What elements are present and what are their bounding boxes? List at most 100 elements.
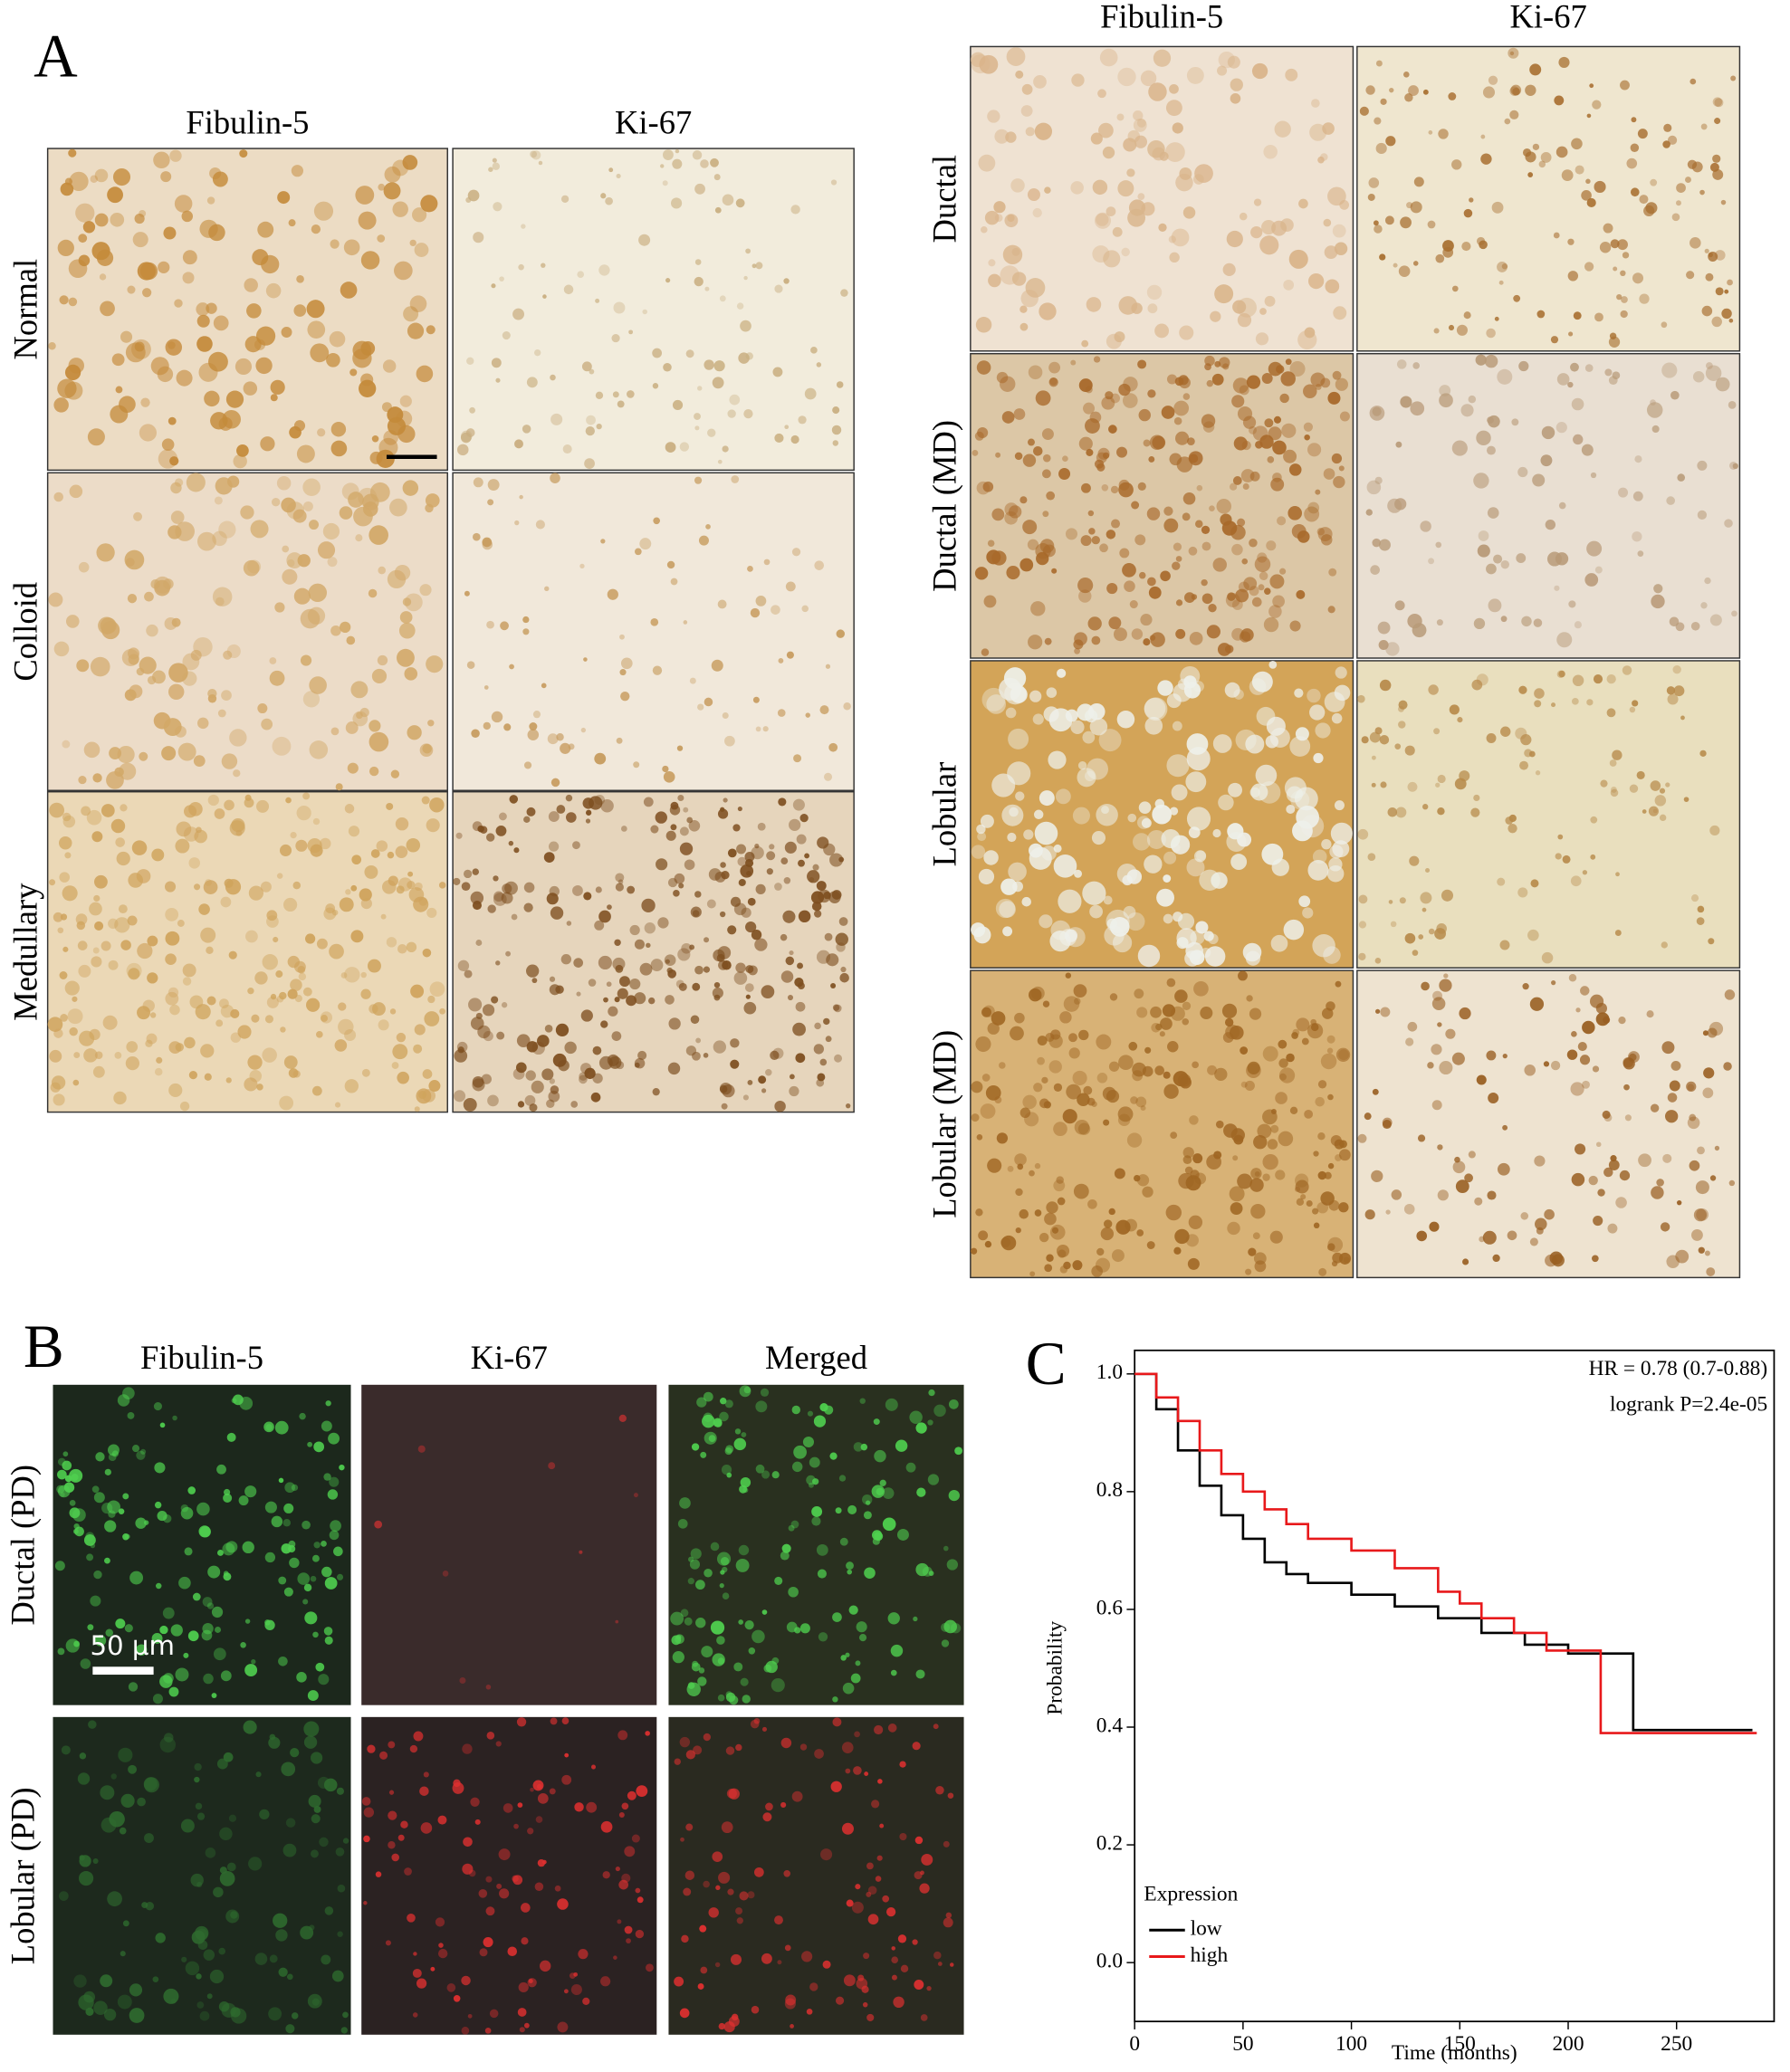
cell [1251,597,1262,607]
cell [1541,425,1555,440]
cell [115,1618,126,1629]
cell [863,1953,870,1960]
cell [1497,1162,1510,1176]
cell [582,797,595,809]
cell [1048,750,1067,769]
cell [251,1659,256,1665]
cell [512,1875,523,1886]
cell [1324,245,1338,260]
cell [825,664,831,669]
cell [78,561,90,573]
cell [85,1532,95,1542]
cell [1249,1007,1262,1020]
cell [1373,220,1379,226]
cell [1137,944,1161,968]
cell [206,196,215,205]
cell [712,1851,723,1863]
cell [841,1742,854,1753]
cell [729,394,741,406]
cell [276,873,283,879]
cell [454,1049,468,1063]
cell [1331,453,1343,464]
cell [1074,1119,1090,1135]
cell [1379,679,1392,692]
cell [703,966,711,973]
cell [127,1411,135,1419]
cell [1147,389,1156,398]
cell [1516,553,1527,563]
cell [1072,1260,1083,1271]
cell [57,1469,67,1480]
cell [747,1080,753,1085]
cell [1699,189,1705,196]
cell [750,607,761,618]
cell [761,1609,768,1615]
cell [337,1931,343,1937]
cell [1262,1153,1278,1170]
cell [283,897,298,912]
cell [1255,764,1278,787]
cell [1103,1219,1113,1228]
cell [730,1059,740,1069]
micrograph [452,148,855,472]
cell [1192,1061,1199,1069]
cell [428,1080,441,1093]
cell [339,897,354,912]
cell [766,868,773,875]
cell [271,1515,283,1528]
cell [128,1764,138,1774]
cell [437,1815,447,1825]
cell [662,180,668,186]
cell [1086,1097,1096,1106]
cell [748,1647,756,1655]
cell [1566,1049,1578,1060]
cell [335,783,343,791]
cell [1008,728,1029,750]
cell [396,410,413,427]
cell [1211,373,1224,386]
cell [832,440,839,446]
cell [244,794,252,801]
cell [427,995,436,1004]
cell [916,1487,926,1497]
cell [486,833,495,842]
cell [1048,377,1058,387]
cell [313,1441,325,1453]
cell [262,1047,277,1063]
cell [205,1848,216,1858]
cell [499,276,504,282]
cell [407,725,422,740]
cell [1160,570,1171,582]
cell [79,1752,87,1760]
cell [287,955,300,969]
cell [1208,604,1217,613]
cell [1687,1084,1695,1091]
cell [1441,889,1454,902]
cell [738,1619,744,1625]
cell [324,1906,334,1915]
cell [1235,729,1257,750]
cell [188,857,200,869]
cell [244,1077,258,1092]
cell [1166,374,1178,385]
cell [548,811,560,823]
cell [971,1113,980,1122]
cell [740,320,751,332]
cell [1307,1022,1324,1039]
cell [705,524,711,530]
cell [843,702,851,711]
cell [1309,123,1327,141]
cell [744,1619,754,1630]
y-tick-label: 0.4 [1096,1714,1124,1737]
cell [1317,1132,1326,1141]
cell [600,539,606,544]
cell [353,506,373,527]
cell [1195,921,1209,934]
cell [1007,832,1017,843]
cell [557,1898,569,1910]
cell [1022,1094,1037,1110]
cell [589,368,595,375]
cell [368,588,378,598]
cell [549,885,560,897]
cell [681,1934,689,1943]
